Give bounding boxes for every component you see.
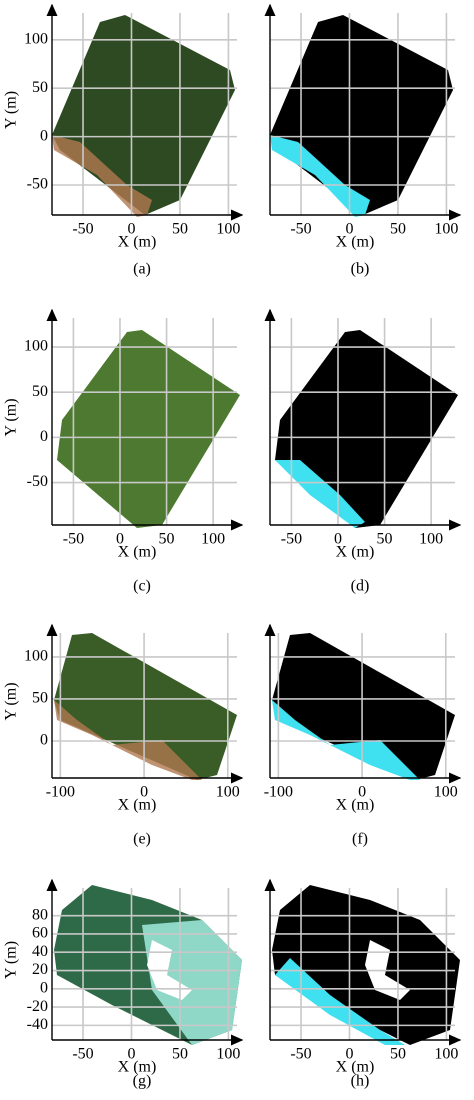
y-axis-label: Y (m) — [3, 398, 20, 436]
y-axis-label: Y (m) — [3, 941, 20, 979]
y-tick-label: -20 — [27, 998, 48, 1015]
x-axis-label: X (m) — [336, 544, 375, 561]
y-tick-label: 50 — [32, 383, 48, 400]
x-tick-label: -50 — [281, 531, 302, 548]
caption: (h) — [351, 1073, 370, 1090]
x-tick-label: 0 — [345, 221, 353, 238]
x-tick-label: -50 — [63, 531, 84, 548]
x-axis-label: X (m) — [118, 234, 157, 251]
x-tick-label: 100 — [201, 531, 225, 548]
class-overlay — [270, 135, 370, 217]
x-tick-label: 50 — [172, 1046, 188, 1063]
x-tick-label: 50 — [390, 1046, 406, 1063]
x-tick-label: 100 — [419, 531, 443, 548]
map-image — [54, 633, 237, 780]
x-tick-label: 50 — [377, 531, 393, 548]
x-tick-label: 0 — [334, 531, 342, 548]
x-axis-label: X (m) — [118, 797, 157, 814]
y-axis-label: Y (m) — [3, 91, 20, 129]
x-tick-label: 100 — [434, 221, 458, 238]
map-image — [57, 330, 240, 528]
x-tick-label: 0 — [127, 1046, 135, 1063]
x-tick-label: 100 — [216, 1046, 240, 1063]
x-axis-label: X (m) — [118, 1059, 157, 1076]
x-tick-label: 50 — [159, 531, 175, 548]
x-axis-label: X (m) — [336, 1059, 375, 1076]
x-tick-label: -100 — [264, 784, 293, 801]
x-tick-label: 100 — [434, 784, 458, 801]
caption: (f) — [352, 831, 368, 848]
caption: (a) — [133, 261, 151, 278]
y-tick-label: 0 — [40, 428, 48, 445]
y-tick-label: 100 — [24, 648, 48, 665]
x-axis-label: X (m) — [336, 234, 375, 251]
x-tick-label: -50 — [72, 221, 93, 238]
class-overlay — [272, 700, 420, 780]
caption: (g) — [133, 1073, 152, 1090]
x-tick-label: 0 — [140, 784, 148, 801]
map-image — [272, 633, 455, 780]
x-tick-label: 0 — [127, 221, 135, 238]
x-axis-label: X (m) — [336, 797, 375, 814]
x-tick-label: -50 — [290, 221, 311, 238]
caption: (d) — [351, 578, 370, 595]
road — [52, 135, 152, 217]
road — [54, 700, 202, 780]
y-tick-label: 20 — [32, 961, 48, 978]
y-tick-label: 0 — [40, 979, 48, 996]
caption: (e) — [133, 831, 151, 848]
x-tick-label: -50 — [72, 1046, 93, 1063]
x-tick-label: 50 — [390, 221, 406, 238]
x-tick-label: 0 — [116, 531, 124, 548]
y-tick-label: -50 — [27, 473, 48, 490]
x-tick-label: 100 — [216, 784, 240, 801]
x-tick-label: 100 — [434, 1046, 458, 1063]
class-overlay — [275, 958, 405, 1045]
caption: (b) — [351, 261, 370, 278]
y-tick-label: -40 — [27, 1016, 48, 1033]
y-tick-label: 80 — [32, 906, 48, 923]
class-overlay — [275, 460, 365, 528]
x-axis-label: X (m) — [118, 544, 157, 561]
y-tick-label: -50 — [27, 176, 48, 193]
y-tick-label: 50 — [32, 79, 48, 96]
y-tick-label: 100 — [24, 31, 48, 48]
x-tick-label: -50 — [290, 1046, 311, 1063]
x-tick-label: 0 — [358, 784, 366, 801]
x-tick-label: 0 — [345, 1046, 353, 1063]
x-tick-label: 50 — [172, 221, 188, 238]
y-tick-label: 40 — [32, 943, 48, 960]
y-axis-label: Y (m) — [3, 682, 20, 720]
x-tick-label: -100 — [46, 784, 75, 801]
y-tick-label: 0 — [40, 127, 48, 144]
y-tick-label: 100 — [24, 338, 48, 355]
x-tick-label: 100 — [216, 221, 240, 238]
caption: (c) — [133, 578, 151, 595]
y-tick-label: 50 — [32, 690, 48, 707]
y-tick-label: 60 — [32, 925, 48, 942]
y-tick-label: 0 — [40, 732, 48, 749]
